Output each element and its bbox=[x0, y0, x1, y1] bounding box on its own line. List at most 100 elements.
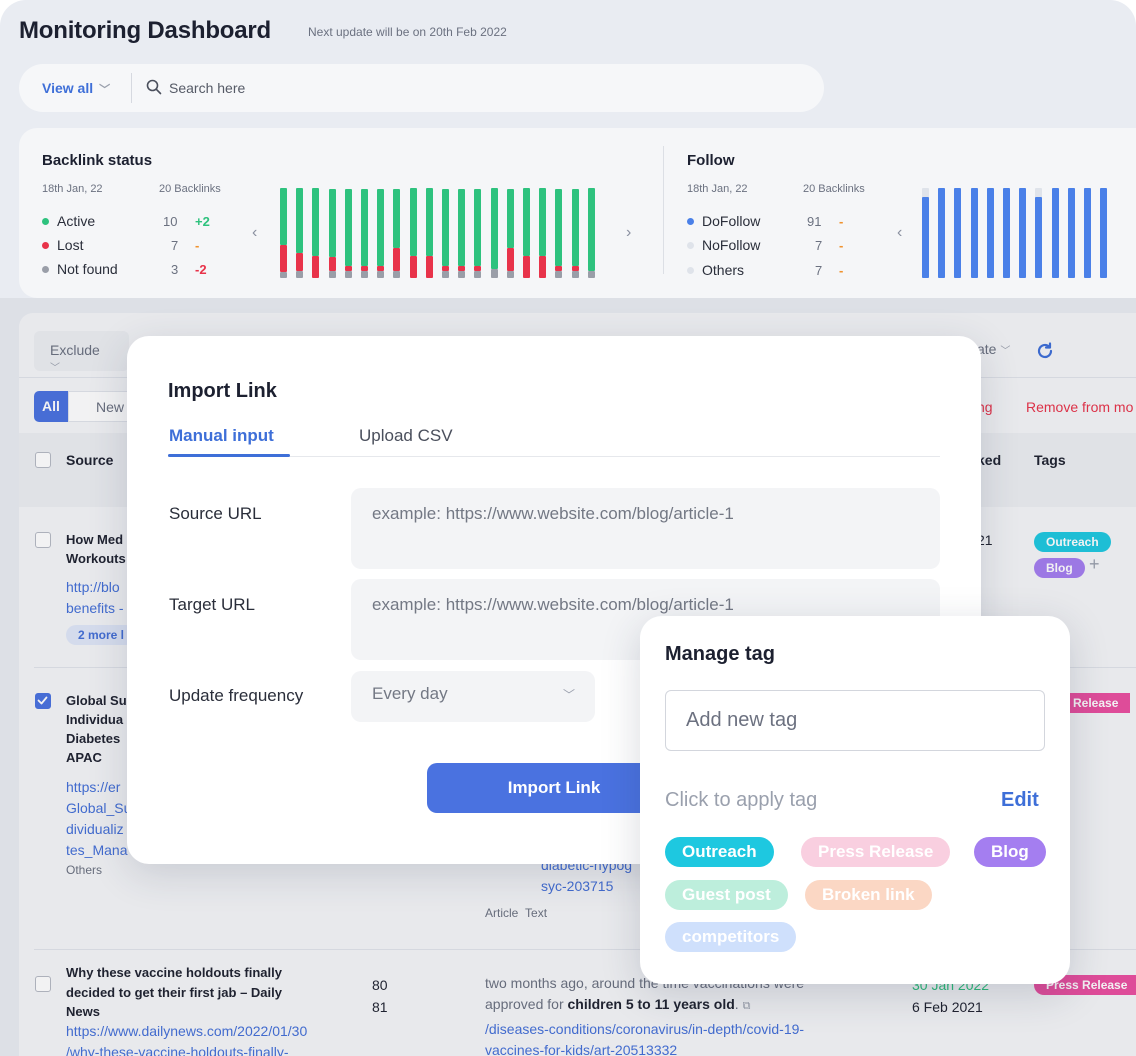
legend-others: Others bbox=[687, 262, 744, 278]
row-title-line: Why these vaccine holdouts finally bbox=[66, 965, 282, 980]
chevron-right-icon[interactable]: › bbox=[626, 224, 632, 241]
row-metrics: 80 81 bbox=[372, 974, 388, 1018]
snippet-highlight: children 5 to 11 years old bbox=[567, 996, 735, 1012]
dofollow-delta: - bbox=[839, 214, 844, 229]
bar-segment-lost bbox=[361, 266, 368, 271]
tag-option-broken-link[interactable]: Broken link bbox=[805, 880, 932, 910]
stats-panel: Backlink status 18th Jan, 22 20 Backlink… bbox=[19, 128, 1136, 298]
date-filter-label: ate bbox=[977, 341, 997, 357]
bar-segment-active bbox=[425, 188, 433, 256]
bar-segment-lost bbox=[442, 266, 449, 271]
bar-segment-dofollow bbox=[970, 188, 978, 278]
exclude-filter[interactable]: Exclude ﹀ bbox=[34, 331, 129, 374]
edit-tags-button[interactable]: Edit bbox=[1001, 789, 1039, 811]
chevron-left-icon[interactable]: ‹ bbox=[897, 224, 903, 241]
bar-segment-active bbox=[458, 189, 466, 266]
snippet-text: approved for bbox=[485, 996, 568, 1012]
bar-segment-lost bbox=[555, 266, 563, 271]
bar-segment-notfound bbox=[328, 271, 336, 278]
bar-segment-notfound bbox=[344, 271, 352, 278]
row-title[interactable]: Why these vaccine holdouts finally decide… bbox=[66, 963, 282, 1022]
backlink-bar-chart bbox=[280, 188, 615, 278]
bar-segment-active bbox=[377, 189, 385, 266]
search-input[interactable] bbox=[169, 73, 569, 103]
refresh-icon[interactable] bbox=[1035, 341, 1055, 361]
row-link[interactable]: http://blo benefits - bbox=[66, 577, 124, 619]
row-link-line: https://er bbox=[66, 779, 121, 795]
source-url-input[interactable]: example: https://www.website.com/blog/ar… bbox=[351, 488, 940, 569]
row-date: 6 Feb 2021 bbox=[912, 999, 983, 1015]
view-all-dropdown[interactable]: View all ﹀ bbox=[42, 80, 110, 97]
date-filter[interactable]: ate ﹀ bbox=[977, 341, 1010, 357]
tab-manual-input[interactable]: Manual input bbox=[169, 426, 274, 445]
legend-not-found: Not found bbox=[42, 261, 118, 277]
bar-segment-active bbox=[361, 189, 368, 266]
bar-segment-lost bbox=[280, 245, 287, 272]
apply-tag-hint: Click to apply tag bbox=[665, 789, 818, 811]
tag-outreach[interactable]: Outreach bbox=[1034, 532, 1111, 552]
tab-upload-csv[interactable]: Upload CSV bbox=[359, 426, 453, 445]
bar-segment-notfound bbox=[442, 271, 449, 278]
bar-segment-active bbox=[490, 188, 498, 269]
select-all-checkbox[interactable] bbox=[35, 452, 51, 468]
manage-tag-title: Manage tag bbox=[665, 643, 776, 665]
row-title[interactable]: How Med Workouts bbox=[66, 530, 126, 568]
row-title-line: decided to get their first jab – Daily bbox=[66, 984, 282, 1000]
check-icon bbox=[37, 696, 48, 705]
bar-segment-active bbox=[312, 188, 320, 256]
row-anchor[interactable]: /diseases-conditions/coronavirus/in-dept… bbox=[485, 1019, 804, 1056]
row-title[interactable]: Global Su Individua Diabetes APAC bbox=[66, 691, 127, 767]
legend-label: Not found bbox=[57, 261, 118, 277]
remove-action[interactable]: Remove from mo bbox=[1026, 399, 1134, 415]
bar-segment-lost bbox=[296, 253, 304, 271]
more-links-badge[interactable]: 2 more l bbox=[66, 625, 137, 645]
row-link-line: dividualiz bbox=[66, 821, 124, 837]
row-link-line: http://blo bbox=[66, 579, 120, 595]
bar-segment-lost bbox=[328, 257, 336, 271]
add-tag-icon[interactable]: + bbox=[1089, 554, 1100, 574]
not-found-dot bbox=[42, 265, 49, 273]
row-link[interactable]: https://www.dailynews.com/2022/01/30/why… bbox=[66, 1021, 307, 1056]
bar-segment-notfound bbox=[361, 271, 368, 278]
tag-option-guest-post[interactable]: Guest post bbox=[665, 880, 788, 910]
backlink-status-total: 20 Backlinks bbox=[159, 183, 221, 195]
bar-segment-lost bbox=[393, 248, 401, 271]
bar-segment-active bbox=[328, 189, 336, 257]
bar-segment-lost bbox=[425, 256, 433, 278]
import-link-button[interactable]: Import Link bbox=[427, 763, 681, 813]
filter-all-tab[interactable]: All bbox=[34, 391, 68, 422]
row-link[interactable]: https://er Global_Su dividualiz tes_Mana bbox=[66, 777, 131, 861]
new-tag-input[interactable] bbox=[665, 690, 1045, 751]
row-category: Others bbox=[66, 863, 103, 877]
row-checkbox-checked[interactable] bbox=[35, 693, 51, 709]
filter-new-tab[interactable]: New bbox=[68, 391, 128, 422]
bar-segment-dofollow bbox=[938, 188, 946, 278]
update-frequency-label: Update frequency bbox=[169, 686, 304, 705]
tag-press-release[interactable]: s Release bbox=[1059, 693, 1131, 713]
row-link-line: /why-these-vaccine-holdouts-finally- bbox=[66, 1044, 289, 1056]
tag-option-outreach[interactable]: Outreach bbox=[665, 837, 774, 867]
chevron-down-icon: ﹀ bbox=[50, 363, 60, 374]
tag-option-press-release[interactable]: Press Release bbox=[801, 837, 951, 867]
tag-option-competitors[interactable]: competitors bbox=[665, 922, 797, 952]
row-anchor-line: /diseases-conditions/coronavirus/in-dept… bbox=[485, 1021, 805, 1037]
frequency-select[interactable]: Every day ﹀ bbox=[351, 671, 595, 722]
row-checkbox[interactable] bbox=[35, 532, 51, 548]
chevron-left-icon[interactable]: ‹ bbox=[252, 224, 258, 241]
manage-tag-modal: Manage tag Click to apply tag Edit Outre… bbox=[640, 616, 1070, 984]
legend-label: Others bbox=[702, 262, 745, 278]
others-delta: - bbox=[839, 263, 844, 278]
bar-segment-notfound bbox=[571, 271, 579, 278]
import-modal-title: Import Link bbox=[168, 380, 277, 402]
tag-blog[interactable]: Blog bbox=[1034, 558, 1085, 578]
bar-segment-active bbox=[442, 189, 449, 266]
bar-segment-active bbox=[539, 188, 547, 256]
row-link-line: https://www.dailynews.com/2022/01/30 bbox=[66, 1023, 308, 1039]
row-checkbox[interactable] bbox=[35, 976, 51, 992]
tag-option-blog[interactable]: Blog bbox=[974, 837, 1046, 867]
legend-active: Active bbox=[42, 213, 95, 229]
active-tab-indicator bbox=[168, 454, 290, 457]
external-link-icon[interactable]: ⧉ bbox=[742, 1000, 751, 1012]
row-title-line: APAC bbox=[66, 750, 102, 765]
